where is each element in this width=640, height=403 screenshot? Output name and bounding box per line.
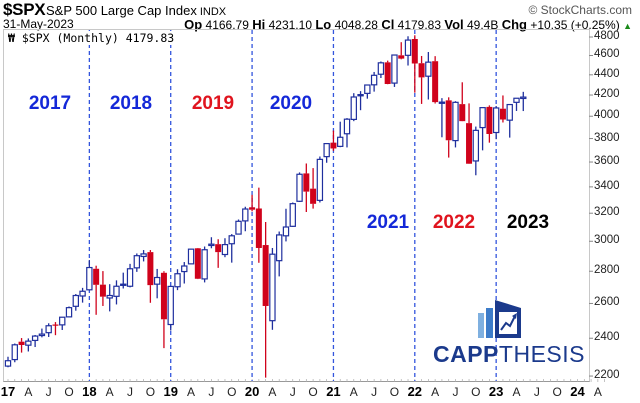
- y-tick-label: 3400: [594, 179, 620, 192]
- cappthesis-logo: CAPPTHESIS: [433, 298, 584, 368]
- symbol-title: $SPX: [3, 0, 46, 19]
- x-tick-label: O: [552, 385, 562, 399]
- legend-text: $SPX (Monthly) 4179.83: [21, 31, 175, 45]
- y-tick-label: 3000: [594, 234, 620, 247]
- x-tick-label: A: [349, 385, 358, 399]
- index-name-text: S&P 500 Large Cap Index: [46, 3, 197, 18]
- x-tick-label: A: [24, 385, 33, 399]
- x-tick-label: 17: [0, 384, 16, 399]
- year-label-2019: 2019: [191, 93, 235, 114]
- change-label: Chg: [501, 17, 527, 32]
- x-tick-label: 22: [407, 384, 423, 399]
- candlestick-icon: ₩: [8, 31, 15, 45]
- close-label: Cl: [381, 17, 395, 32]
- x-tick-label: A: [512, 385, 521, 399]
- y-tick-label: 2400: [594, 331, 620, 344]
- low-value: 4048.28: [334, 18, 378, 32]
- x-tick-label: O: [308, 385, 318, 399]
- y-tick-label: 2600: [594, 296, 620, 309]
- y-tick-label: 4800: [594, 30, 620, 42]
- triangle-up-icon: ▲: [623, 21, 632, 31]
- x-tick-label: J: [45, 385, 52, 399]
- high-value: 4231.10: [268, 18, 312, 32]
- exchange-code: INDX: [199, 6, 227, 18]
- x-tick-label: J: [208, 385, 215, 399]
- y-tick-label: 4400: [594, 67, 620, 80]
- x-tick-label: O: [64, 385, 74, 399]
- year-label-2022: 2022: [432, 212, 476, 233]
- ohlc-summary: Op 4166.79 Hi 4231.10 Lo 4048.28 Cl 4179…: [184, 17, 632, 32]
- x-tick-label: 24: [570, 384, 585, 399]
- y-tick-label: 4200: [594, 88, 620, 101]
- year-label-2021: 2021: [366, 212, 410, 233]
- x-tick-label: J: [371, 385, 378, 399]
- year-label-2017: 2017: [28, 93, 72, 114]
- x-tick-label: O: [145, 385, 156, 399]
- x-tick-label: O: [389, 385, 400, 399]
- year-label-2020: 2020: [269, 93, 313, 114]
- x-tick-label: A: [187, 385, 196, 399]
- logo-text: CAPPTHESIS: [433, 341, 585, 368]
- x-tick-label: A: [268, 385, 277, 399]
- change-value: +10.35 (+0.25%): [530, 18, 620, 32]
- x-tick-label: 20: [244, 384, 260, 399]
- x-tick-label: 19: [163, 384, 178, 399]
- y-tick-label: 2800: [594, 264, 620, 277]
- x-tick-label: A: [593, 385, 602, 399]
- x-tick-label: 23: [488, 384, 504, 399]
- x-tick-label: A: [105, 385, 114, 399]
- logo-building-chart-icon: [478, 300, 521, 338]
- open-label: Op: [184, 17, 203, 32]
- x-tick-label: O: [227, 385, 237, 399]
- x-tick-label: J: [289, 385, 296, 399]
- y-tick-label: 2200: [594, 369, 620, 382]
- chart-plot-area[interactable]: [3, 29, 590, 382]
- x-tick-label: 18: [82, 384, 97, 399]
- y-tick-label: 3600: [594, 155, 620, 168]
- year-label-2023: 2023: [506, 212, 550, 233]
- x-tick-label: A: [431, 385, 440, 399]
- x-tick-label: J: [452, 385, 459, 399]
- index-name: S&P 500 Large Cap Index INDX: [46, 3, 226, 18]
- logo-text-bold: CAPP: [433, 341, 499, 367]
- quote-date: 31-May-2023: [3, 17, 74, 31]
- year-label-2018: 2018: [109, 93, 153, 114]
- y-tick-label: 4000: [594, 109, 620, 122]
- x-tick-label: J: [127, 385, 134, 399]
- chart-legend: ₩ $SPX (Monthly) 4179.83: [6, 31, 177, 45]
- low-label: Lo: [315, 17, 332, 32]
- open-value: 4166.79: [205, 18, 249, 32]
- x-tick-label: O: [471, 385, 481, 399]
- x-tick-label: 21: [326, 384, 341, 399]
- y-tick-label: 3800: [594, 131, 620, 144]
- y-tick-label: 4600: [594, 48, 620, 61]
- close-value: 4179.83: [397, 18, 442, 32]
- volume-label: Vol: [444, 17, 464, 32]
- x-tick-label: J: [533, 385, 540, 399]
- stockcharts-watermark: © StockCharts.com: [528, 3, 632, 17]
- high-label: Hi: [252, 17, 266, 32]
- y-tick-label: 3200: [594, 206, 620, 219]
- logo-text-light: THESIS: [498, 341, 585, 367]
- volume-value: 49.4B: [467, 18, 499, 32]
